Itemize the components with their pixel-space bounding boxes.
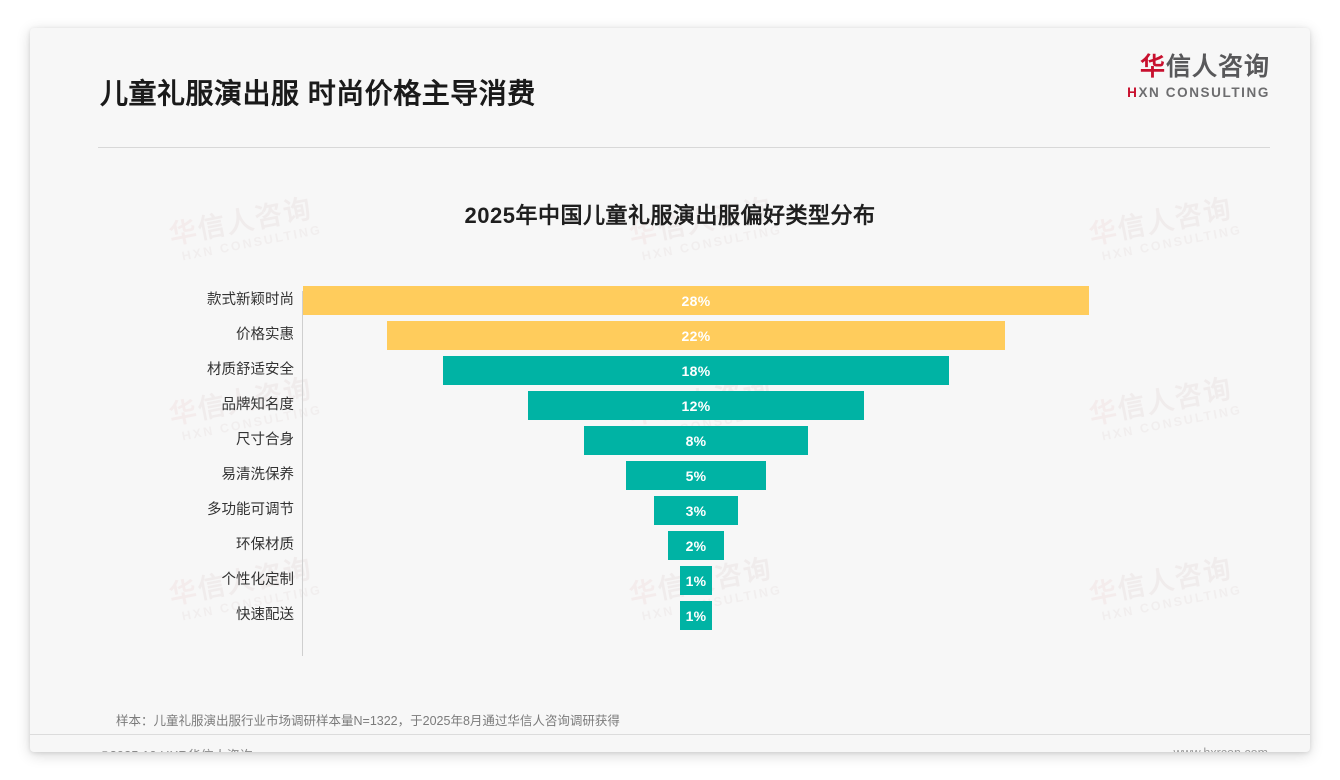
chart-category-label: 环保材质: [236, 537, 294, 553]
chart-row: 个性化定制 1%: [30, 563, 1310, 598]
chart-rows: 款式新颖时尚 28% 价格实惠 22% 材质舒适安全 18% 品牌知名度 12% 尺寸合身 8% 易…: [30, 283, 1310, 633]
chart-bar-value: 5%: [685, 467, 707, 484]
page-title: 儿童礼服演出服 时尚价格主导消费: [100, 78, 536, 109]
chart-category-label: 个性化定制: [221, 572, 295, 588]
chart-bar[interactable]: 22%: [387, 321, 1005, 350]
chart-bar-track: 2%: [303, 528, 1310, 563]
chart-bar-value: 3%: [685, 502, 707, 519]
website-link[interactable]: www.hxrcon.com: [1174, 746, 1268, 752]
chart-bar[interactable]: 1%: [680, 566, 712, 595]
brand-logo-en-rest: XN CONSULTING: [1138, 84, 1270, 100]
chart-row: 尺寸合身 8%: [30, 423, 1310, 458]
brand-logo-en-red: H: [1127, 84, 1139, 100]
chart-row: 款式新颖时尚 28%: [30, 283, 1310, 318]
chart-row: 易清洗保养 5%: [30, 458, 1310, 493]
brand-logo-en: HXN CONSULTING: [1127, 85, 1270, 100]
chart-category-label: 易清洗保养: [221, 467, 295, 483]
chart-bar-value: 1%: [685, 607, 707, 624]
chart-bar-value: 2%: [685, 537, 707, 554]
chart-row: 多功能可调节 3%: [30, 493, 1310, 528]
footer-divider: [30, 734, 1310, 735]
chart-bar-value: 28%: [681, 292, 711, 309]
chart-axis-line: [302, 291, 303, 656]
chart-title: 2025年中国儿童礼服演出服偏好类型分布: [464, 203, 876, 228]
chart-bar-value: 1%: [685, 572, 707, 589]
chart-category-label: 尺寸合身: [236, 432, 294, 448]
chart-bar[interactable]: 28%: [303, 286, 1089, 315]
funnel-chart: 款式新颖时尚 28% 价格实惠 22% 材质舒适安全 18% 品牌知名度 12% 尺寸合身 8% 易…: [30, 283, 1310, 663]
chart-bar-track: 1%: [303, 598, 1310, 633]
copyright-text: ©2025.10 HXR华信人咨询: [100, 745, 253, 752]
chart-bar-track: 8%: [303, 423, 1310, 458]
chart-bar-value: 8%: [685, 432, 707, 449]
source-note: 样本：儿童礼服演出服行业市场调研样本量N=1322，于2025年8月通过华信人咨…: [116, 714, 620, 728]
slide-footer: ©2025.10 HXR华信人咨询 www.hxrcon.com: [30, 735, 1310, 752]
chart-bar-value: 18%: [681, 362, 711, 379]
chart-bar-track: 3%: [303, 493, 1310, 528]
chart-category-label: 快速配送: [236, 607, 294, 623]
chart-bar-track: 5%: [303, 458, 1310, 493]
brand-logo-cn-rest: 信人咨询: [1165, 53, 1270, 81]
chart-row: 价格实惠 22%: [30, 318, 1310, 353]
chart-bar-track: 1%: [303, 563, 1310, 598]
header-divider: [98, 147, 1270, 148]
chart-category-label: 材质舒适安全: [207, 362, 294, 378]
brand-logo-cn: 华信人咨询: [1127, 53, 1270, 82]
chart-row: 材质舒适安全 18%: [30, 353, 1310, 388]
chart-bar-track: 22%: [303, 318, 1310, 353]
chart-bar-value: 22%: [681, 327, 711, 344]
brand-logo: 华信人咨询 HXN CONSULTING: [1127, 53, 1270, 100]
chart-bar[interactable]: 18%: [443, 356, 949, 385]
chart-category-label: 款式新颖时尚: [207, 292, 294, 308]
chart-category-label: 多功能可调节: [207, 502, 294, 518]
chart-bar-track: 18%: [303, 353, 1310, 388]
chart-bar[interactable]: 1%: [680, 601, 712, 630]
chart-bar[interactable]: 2%: [667, 531, 725, 560]
chart-row: 环保材质 2%: [30, 528, 1310, 563]
chart-bar[interactable]: 8%: [583, 426, 809, 455]
slide-header: 儿童礼服演出服 时尚价格主导消费 华信人咨询 HXN CONSULTING: [30, 28, 1310, 126]
chart-bar-track: 12%: [303, 388, 1310, 423]
chart-category-label: 品牌知名度: [221, 397, 295, 413]
chart-bar[interactable]: 12%: [527, 391, 865, 420]
brand-logo-cn-red: 华: [1139, 53, 1166, 81]
chart-bar[interactable]: 5%: [625, 461, 767, 490]
chart-bar[interactable]: 3%: [653, 496, 739, 525]
chart-row: 快速配送 1%: [30, 598, 1310, 633]
slide-card: 华信人咨询 HXN CONSULTING 华信人咨询 HXN CONSULTING 华信…: [30, 28, 1310, 752]
chart-bar-value: 12%: [681, 397, 711, 414]
chart-row: 品牌知名度 12%: [30, 388, 1310, 423]
chart-bar-track: 28%: [303, 283, 1310, 318]
chart-category-label: 价格实惠: [236, 327, 294, 343]
